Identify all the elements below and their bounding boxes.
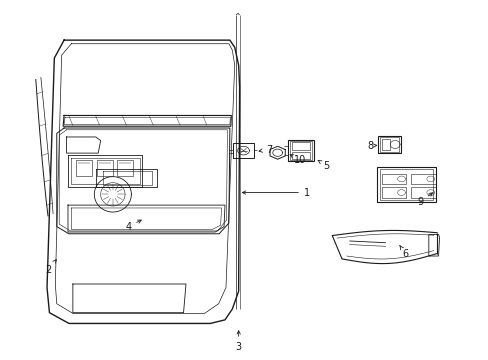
Text: 8: 8 [366,141,376,151]
Text: 10: 10 [289,155,306,165]
Text: 3: 3 [235,331,241,352]
Text: 5: 5 [317,160,329,171]
Text: 1: 1 [242,188,309,198]
Text: 9: 9 [416,193,432,207]
Text: 2: 2 [45,260,56,275]
Text: 4: 4 [125,220,141,231]
Text: 7: 7 [259,144,271,154]
Text: 6: 6 [399,246,407,258]
